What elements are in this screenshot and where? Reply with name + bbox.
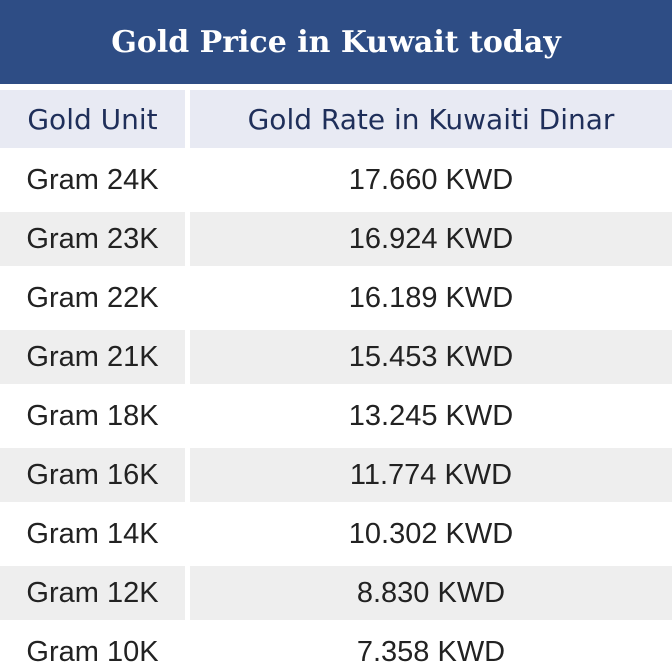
rate-cell: 17.660 KWD: [190, 153, 672, 207]
table-row: Gram 24K 17.660 KWD: [0, 153, 672, 207]
unit-cell: Gram 22K: [0, 271, 185, 325]
unit-cell: Gram 10K: [0, 625, 185, 672]
table-row: Gram 16K 11.774 KWD: [0, 448, 672, 502]
table-row: Gram 21K 15.453 KWD: [0, 330, 672, 384]
table-row: Gram 12K 8.830 KWD: [0, 566, 672, 620]
unit-cell: Gram 12K: [0, 566, 185, 620]
rate-cell: 7.358 KWD: [190, 625, 672, 672]
rate-cell: 13.245 KWD: [190, 389, 672, 443]
gold-price-table: Gold Unit Gold Rate in Kuwaiti Dinar Gra…: [0, 90, 672, 672]
rate-cell: 10.302 KWD: [190, 507, 672, 561]
page-title: Gold Price in Kuwait today: [0, 0, 672, 84]
table-row: Gram 10K 7.358 KWD: [0, 625, 672, 672]
unit-cell: Gram 16K: [0, 448, 185, 502]
table-header-row: Gold Unit Gold Rate in Kuwaiti Dinar: [0, 90, 672, 148]
rate-cell: 15.453 KWD: [190, 330, 672, 384]
rate-cell: 16.924 KWD: [190, 212, 672, 266]
rate-cell: 8.830 KWD: [190, 566, 672, 620]
table-row: Gram 22K 16.189 KWD: [0, 271, 672, 325]
column-header-rate: Gold Rate in Kuwaiti Dinar: [190, 90, 672, 148]
table-row: Gram 23K 16.924 KWD: [0, 212, 672, 266]
column-header-unit: Gold Unit: [0, 90, 185, 148]
rate-cell: 11.774 KWD: [190, 448, 672, 502]
unit-cell: Gram 23K: [0, 212, 185, 266]
unit-cell: Gram 14K: [0, 507, 185, 561]
rate-cell: 16.189 KWD: [190, 271, 672, 325]
unit-cell: Gram 21K: [0, 330, 185, 384]
table-row: Gram 14K 10.302 KWD: [0, 507, 672, 561]
unit-cell: Gram 18K: [0, 389, 185, 443]
table-row: Gram 18K 13.245 KWD: [0, 389, 672, 443]
unit-cell: Gram 24K: [0, 153, 185, 207]
